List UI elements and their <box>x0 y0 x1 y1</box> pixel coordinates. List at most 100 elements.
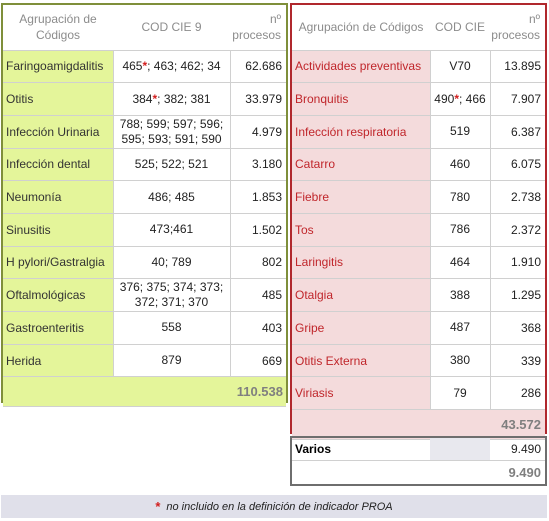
row-name: Bronquitis <box>292 82 430 116</box>
left-table-panel: Agrupación de Códigos COD CIE 9 nº proce… <box>1 3 288 408</box>
header-group: Agrupación de Códigos <box>292 5 430 51</box>
row-name: Gastroenteritis <box>3 311 113 345</box>
header-count: nº procesos <box>490 5 545 51</box>
row-count: 403 <box>230 311 286 345</box>
row-code: 79 <box>429 376 491 411</box>
row-count: 33.979 <box>230 82 286 116</box>
row-code: 473;461 <box>112 212 231 247</box>
table-row: Oftalmológicas 376; 375; 374; 373; 372; … <box>3 278 286 312</box>
varios-total: 9.490 <box>508 465 541 480</box>
table-row: Viriasis 79 286 <box>292 376 545 411</box>
row-name: Fiebre <box>292 180 430 214</box>
row-count: 2.738 <box>490 180 545 214</box>
row-count: 1.502 <box>230 212 286 247</box>
row-name: Oftalmológicas <box>3 278 113 312</box>
row-code: 380 <box>429 343 491 378</box>
row-code-rest: ; 466 <box>459 91 486 106</box>
right-total-value: 43.572 <box>490 409 545 441</box>
row-name: Herida <box>3 343 113 378</box>
total-blank <box>113 376 230 408</box>
row-count: 7.907 <box>490 82 545 116</box>
row-count: 6.387 <box>490 114 545 149</box>
row-count: 6.075 <box>490 147 545 182</box>
row-code: 486; 485 <box>112 180 231 214</box>
row-code: 40; 789 <box>112 245 231 280</box>
header-count: nº procesos <box>230 5 286 51</box>
row-code: 780 <box>429 180 491 214</box>
row-name: Infección dental <box>3 147 113 182</box>
row-count: 2.372 <box>490 212 545 247</box>
table-row: Actividades preventivas V70 13.895 <box>292 49 545 84</box>
row-code: 376; 375; 374; 373; 372; 371; 370 <box>112 278 231 312</box>
total-blank <box>292 409 430 441</box>
table-row: Infección dental 525; 522; 521 3.180 <box>3 147 286 182</box>
row-count: 4.979 <box>230 114 286 149</box>
row-code: 786 <box>429 212 491 247</box>
row-code: V70 <box>429 49 491 84</box>
asterisk-mark: * <box>142 58 148 73</box>
varios-count: 9.490 <box>510 442 541 456</box>
row-count: 368 <box>490 311 545 345</box>
table-row: Infección respiratoria 519 6.387 <box>292 114 545 149</box>
row-name: Actividades preventivas <box>292 49 430 84</box>
asterisk-mark: * <box>155 499 161 514</box>
row-name: Viriasis <box>292 376 430 411</box>
row-name: Laringitis <box>292 245 430 280</box>
row-code: 490*; 466 <box>429 82 491 116</box>
row-code-starred: 465 <box>122 58 143 73</box>
table-row: Catarro 460 6.075 <box>292 147 545 182</box>
row-count: 1.853 <box>230 180 286 214</box>
row-name: Otitis Externa <box>292 343 430 378</box>
row-name: Tos <box>292 212 430 247</box>
row-name: Gripe <box>292 311 430 345</box>
row-name: Infección Urinaria <box>3 114 113 149</box>
row-count: 339 <box>490 343 545 378</box>
table-row: Bronquitis 490*; 466 7.907 <box>292 82 545 116</box>
left-total-value: 110.538 <box>230 376 286 408</box>
table-row: Neumonía 486; 485 1.853 <box>3 180 286 214</box>
row-code: 487 <box>429 311 491 345</box>
row-code: 388 <box>429 278 491 312</box>
varios-label: Varios <box>295 442 332 456</box>
row-code-starred: 490 <box>434 91 455 106</box>
row-count: 1.295 <box>490 278 545 312</box>
row-code: 384*; 382; 381 <box>112 82 231 116</box>
footnote-text: no incluido en la definición de indicado… <box>166 500 393 513</box>
row-name: Neumonía <box>3 180 113 214</box>
left-header-row: Agrupación de Códigos COD CIE 9 nº proce… <box>3 5 286 51</box>
row-name: Otitis <box>3 82 113 116</box>
row-count: 3.180 <box>230 147 286 182</box>
footnote-bar: * no incluido en la definición de indica… <box>1 495 547 518</box>
row-count: 1.910 <box>490 245 545 280</box>
table-row: Gripe 487 368 <box>292 311 545 345</box>
table-row: Otitis 384*; 382; 381 33.979 <box>3 82 286 116</box>
row-name: Infección respiratoria <box>292 114 430 149</box>
row-count: 62.686 <box>230 49 286 84</box>
table-row: Otalgia 388 1.295 <box>292 278 545 312</box>
table-row: Fiebre 780 2.738 <box>292 180 545 214</box>
table-row: Otitis Externa 380 339 <box>292 343 545 378</box>
table-row: Gastroenteritis 558 403 <box>3 311 286 345</box>
table-row: Infección Urinaria 788; 599; 597; 596; 5… <box>3 114 286 149</box>
row-name: Catarro <box>292 147 430 182</box>
row-code: 465*; 463; 462; 34 <box>112 49 231 84</box>
row-code: 464 <box>429 245 491 280</box>
asterisk-mark: * <box>454 91 459 106</box>
left-code-table: Agrupación de Códigos COD CIE 9 nº proce… <box>3 5 286 408</box>
total-blank <box>3 376 113 408</box>
row-name: Sinusitis <box>3 212 113 247</box>
header-code: COD CIE 9 <box>113 5 230 51</box>
varios-panel: Varios 9.490 9.490 <box>290 436 547 486</box>
row-name: H pylori/Gastralgia <box>3 245 113 280</box>
row-code: 788; 599; 597; 596; 595; 593; 591; 590 <box>112 114 231 149</box>
row-code: 558 <box>112 311 231 345</box>
row-count: 286 <box>490 376 545 411</box>
varios-row: Varios 9.490 <box>292 438 545 461</box>
header-code: COD CIE <box>430 5 490 51</box>
row-count: 485 <box>230 278 286 312</box>
header-group: Agrupación de Códigos <box>3 5 113 51</box>
right-code-table: Agrupación de Códigos COD CIE nº proceso… <box>292 5 545 441</box>
row-name: Otalgia <box>292 278 430 312</box>
row-count: 802 <box>230 245 286 280</box>
varios-code-cell <box>430 438 490 460</box>
